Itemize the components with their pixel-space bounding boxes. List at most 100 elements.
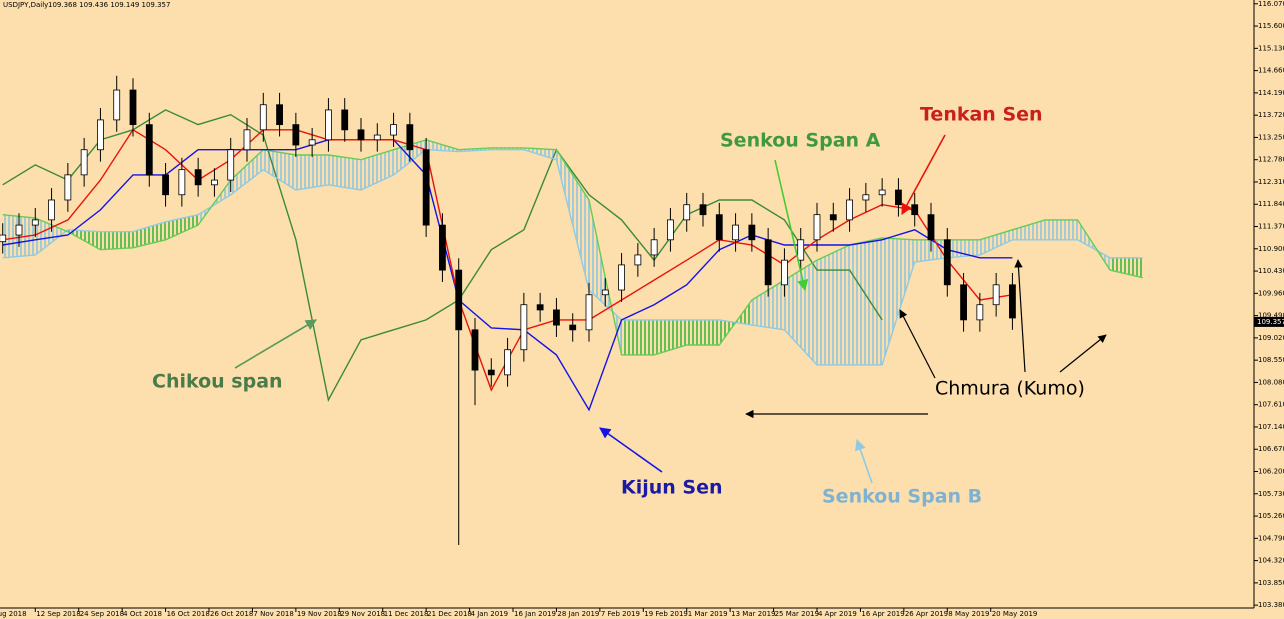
indicator-line [2,139,1143,356]
y-tick-label: 115.600 [1258,22,1284,30]
y-tick-label: 114.190 [1258,89,1284,97]
candle-body [667,219,674,241]
candle-body [194,169,202,186]
candle-body [797,239,805,261]
cloud-segment [784,260,817,365]
arrow [234,319,317,369]
y-tick-label: 110.430 [1258,267,1284,275]
y-tick-label: 116.070 [1258,0,1284,8]
x-tick-label: 13 Mar 2019 [731,610,775,618]
candle-body [976,304,984,321]
series-label: Senkou Span B [822,486,982,508]
candle-body [829,214,837,221]
candle-body [764,239,772,286]
candle-body [992,284,1000,306]
candle-body [781,259,788,286]
y-tick-label: 105.260 [1258,512,1284,520]
candle-body [943,239,951,286]
x-tick-label: 16 Oct 2018 [167,610,210,618]
candle-body [178,169,186,196]
candle-body [422,149,430,226]
candle-body [145,124,153,176]
x-tick-label: 28 Jan 2019 [557,610,599,618]
cloud-segment [1012,219,1045,240]
candle-body [243,129,251,151]
candle-body [1009,284,1016,319]
candle-body [699,204,707,216]
candle-body [64,174,72,201]
candle-body [455,269,463,331]
x-tick-label: 25 Mar 2019 [775,610,819,618]
candle-body [227,149,235,181]
x-tick-label: 1 Mar 2019 [688,610,728,618]
candle-body [585,294,593,331]
cloud-segment [165,214,199,240]
cloud-segment [817,245,850,365]
cloud-segment [100,231,133,250]
x-tick-label: 19 Nov 2018 [297,610,342,618]
candle-body [520,304,528,351]
y-tick-label: 113.720 [1258,111,1284,119]
cloud-segment [751,280,785,330]
candle-body [960,284,967,321]
price-tag [1254,316,1284,327]
x-tick-label: 12 Sep 2018 [36,610,80,618]
series-label: Chikou span [152,371,283,393]
candle-body [683,204,691,221]
y-tick-label: 111.840 [1258,200,1284,208]
arrow [899,309,936,379]
y-tick-label: 104.320 [1258,557,1284,565]
cloud-segment [654,319,687,355]
x-tick-label: 7 Feb 2019 [601,610,640,618]
x-tick-label: 19 Feb 2019 [644,610,688,618]
y-tick-label: 105.730 [1258,490,1284,498]
candle-body [325,109,332,141]
candle-body [31,219,39,226]
candle-body [471,329,479,371]
y-tick-label: 108.080 [1258,378,1284,386]
y-tick-label: 112.310 [1258,178,1284,186]
arrow [855,438,873,484]
candle-body [357,129,365,141]
candle-body [748,224,756,241]
cloud-segment [849,237,883,365]
x-tick-label: 26 Oct 2018 [210,610,253,618]
cloud-segment [230,149,264,195]
arrow [1014,259,1026,373]
y-tick-label: 104.790 [1258,534,1284,542]
candle-body [0,234,7,243]
x-tick-label: 4 Jan 2019 [471,610,509,618]
x-tick-label: 20 May 2019 [992,610,1038,618]
y-tick-label: 107.140 [1258,423,1284,431]
y-tick-label: 103.380 [1258,601,1284,609]
kumo-label: Chmura (Kumo) [935,378,1085,400]
series-label: Tenkan Sen [920,104,1043,126]
candle-body [553,309,560,326]
candle-body [911,204,919,216]
candle-body [390,124,397,136]
candle-body [406,124,414,151]
candle-body [634,254,642,266]
candle-body [569,324,577,331]
candle-body [927,214,935,241]
indicator-line [2,148,1143,366]
candle-body [439,224,446,271]
candle-body [895,189,902,206]
y-tick-label: 107.610 [1258,401,1284,409]
price-tag-label: 109.357 [1257,318,1284,326]
y-tick-label: 106.200 [1258,468,1284,476]
candle-body [341,109,349,131]
candle-body [162,174,169,196]
candle-body [373,134,381,141]
cloud-segment [328,154,361,191]
y-tick-label: 103.850 [1258,579,1284,587]
cloud-segment [295,154,329,191]
y-tick-label: 115.130 [1258,44,1284,52]
x-tick-label: 29 Nov 2018 [340,610,385,618]
x-tick-label: Aug 2018 [0,610,27,618]
cloud-segment [1045,219,1078,240]
annotation-arrows [234,134,1107,484]
candle-body [80,149,88,176]
candle-body [732,224,739,241]
